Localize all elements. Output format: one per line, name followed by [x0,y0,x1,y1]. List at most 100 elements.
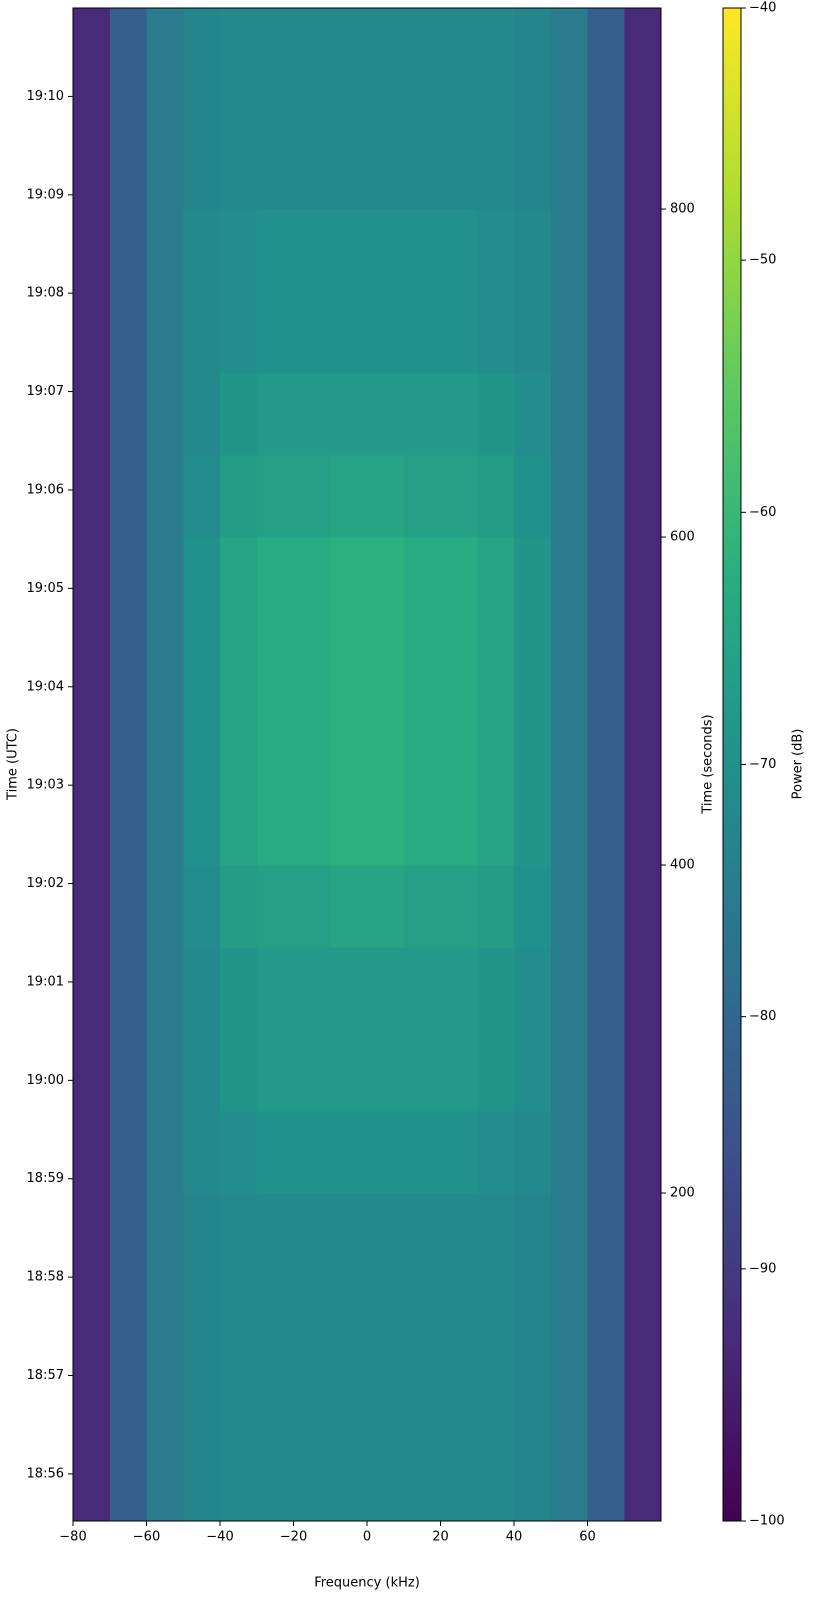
heatmap-cell [477,127,515,210]
heatmap-cell [293,619,331,702]
heatmap-cell [330,947,368,1030]
y-tick-label: 18:57 [27,1368,64,1383]
heatmap-cell [183,127,221,210]
heatmap-cell [550,373,588,456]
colorbar-tick-label: −80 [749,1009,776,1024]
heatmap-cell [514,373,552,456]
x-tick-label: 60 [579,1530,596,1545]
heatmap-cell [403,865,441,948]
heatmap-cell [293,1439,331,1522]
heatmap-cell [403,1357,441,1440]
heatmap-cell [477,1029,515,1112]
x-axis-label: Frequency (kHz) [314,1576,420,1591]
heatmap-cell [367,455,405,538]
heatmap-cell [403,373,441,456]
heatmap-cell [514,455,552,538]
y-tick-label: 19:01 [27,974,64,989]
heatmap-cell [367,947,405,1030]
heatmap-cell [146,947,184,1030]
heatmap-cell [624,455,662,538]
heatmap-cell [183,373,221,456]
heatmap-cell [477,701,515,784]
heatmap-cell [624,947,662,1030]
heatmap-cell [183,1275,221,1358]
heatmap-cell [256,45,294,128]
heatmap-cell [183,1029,221,1112]
heatmap-cell [367,865,405,948]
heatmap-cell [514,1193,552,1276]
heatmap-cell [109,8,147,46]
heatmap-cell [73,209,111,292]
colorbar-tick-label: −100 [749,1514,785,1529]
heatmap-cell [477,45,515,128]
colorbar-tick-label: −50 [749,253,776,268]
y-tick-label: 19:08 [27,286,64,301]
heatmap-cell [256,1193,294,1276]
y2-tick-label: 600 [670,530,695,545]
heatmap-cell [587,1439,625,1522]
colorbar-tick-label: −60 [749,505,776,520]
heatmap-cell [477,373,515,456]
heatmap-cell [514,701,552,784]
heatmap-cell [109,537,147,620]
heatmap-cell [293,127,331,210]
heatmap-cell [587,455,625,538]
heatmap-cell [109,1111,147,1194]
heatmap-cell [440,8,478,46]
heatmap-cell [256,537,294,620]
y-axis-label: Time (UTC) [6,728,21,801]
heatmap-cell [367,1357,405,1440]
heatmap-cell [403,1029,441,1112]
heatmap-cell [109,1029,147,1112]
heatmap-cell [440,1439,478,1522]
heatmap-cell [403,8,441,46]
heatmap-cell [183,8,221,46]
heatmap-cell [330,1357,368,1440]
heatmap-cell [293,1357,331,1440]
heatmap-cell [550,455,588,538]
heatmap-cell [330,45,368,128]
heatmap-cell [550,45,588,128]
heatmap-cell [73,45,111,128]
heatmap-cell [146,537,184,620]
heatmap-cell [220,209,258,292]
heatmap-cell [624,537,662,620]
heatmap-cell [550,865,588,948]
heatmap-cell [220,1439,258,1522]
heatmap-cell [403,947,441,1030]
heatmap-cell [109,783,147,866]
heatmap-cell [146,291,184,374]
heatmap-cell [514,127,552,210]
heatmap-cell [477,619,515,702]
y-tick-label: 19:10 [27,89,64,104]
heatmap-cell [477,1439,515,1522]
heatmap-cell [73,1357,111,1440]
heatmap-cell [146,1275,184,1358]
heatmap-cell [146,209,184,292]
heatmap-cell [220,373,258,456]
y2-tick-label: 200 [670,1186,695,1201]
heatmap-cell [440,701,478,784]
heatmap-cell [256,1111,294,1194]
heatmap-cell [440,1193,478,1276]
heatmap-cell [367,619,405,702]
heatmap-cell [477,1111,515,1194]
heatmap-cell [477,209,515,292]
heatmap-cell [550,783,588,866]
heatmap-cell [109,1275,147,1358]
heatmap-cell [367,127,405,210]
heatmap-cell [587,45,625,128]
heatmap-cell [256,455,294,538]
heatmap-cell [477,1357,515,1440]
heatmap [73,8,662,1522]
heatmap-cell [146,619,184,702]
heatmap-cell [109,455,147,538]
heatmap-cell [330,1275,368,1358]
heatmap-cell [220,1193,258,1276]
heatmap-cell [293,455,331,538]
heatmap-cell [146,127,184,210]
heatmap-cell [550,1275,588,1358]
heatmap-cell [256,783,294,866]
heatmap-cell [220,783,258,866]
